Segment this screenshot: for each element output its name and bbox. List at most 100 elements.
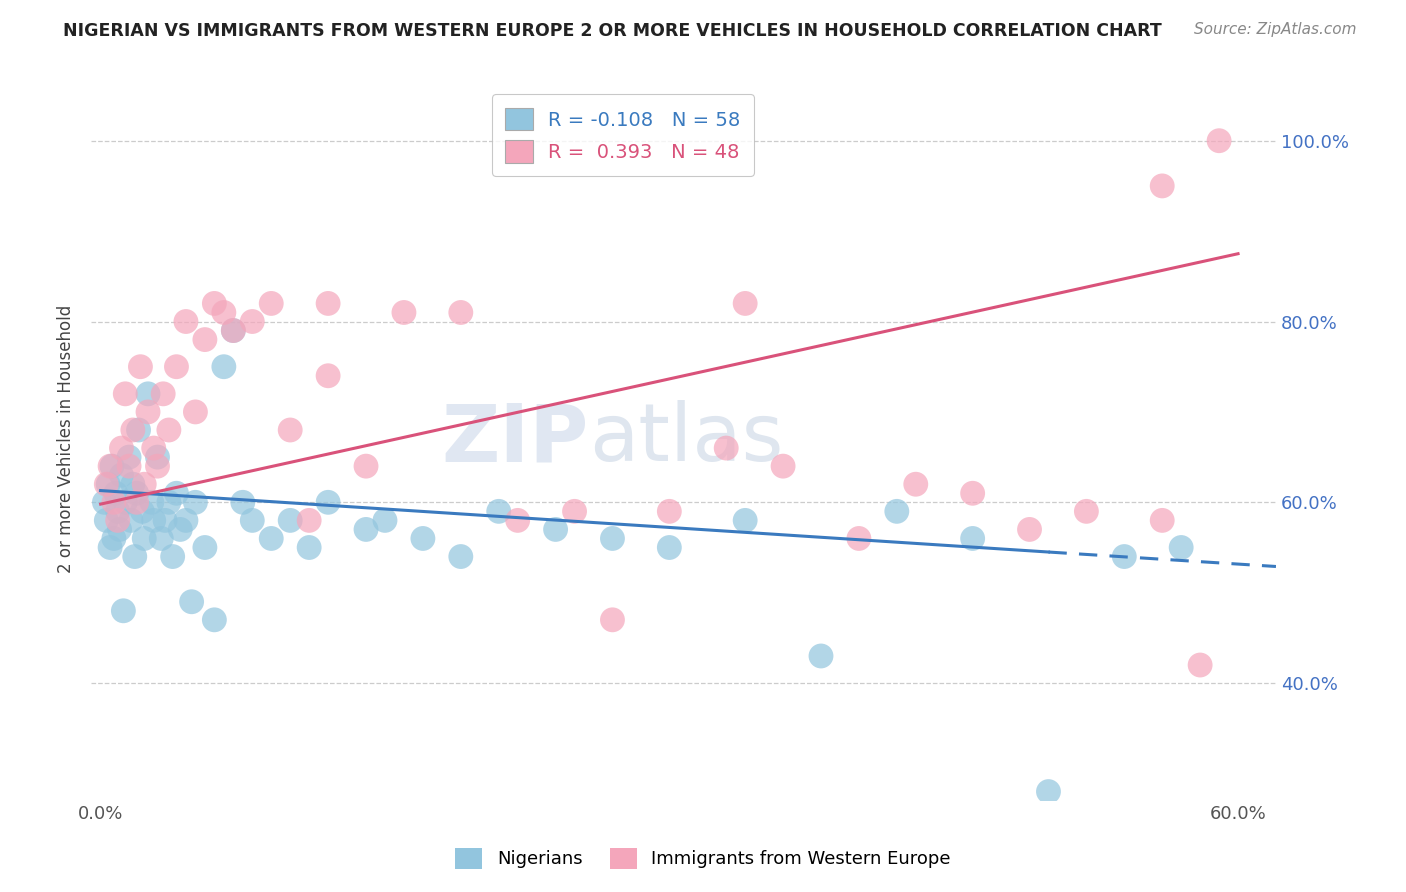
Point — [93, 495, 115, 509]
Point — [734, 513, 756, 527]
Point — [184, 405, 207, 419]
Point — [153, 513, 176, 527]
Point — [136, 387, 159, 401]
Point — [174, 513, 197, 527]
Point — [658, 541, 681, 555]
Point — [97, 477, 120, 491]
Point — [134, 477, 156, 491]
Point — [240, 513, 263, 527]
Point — [96, 477, 118, 491]
Point — [602, 532, 624, 546]
Point — [98, 541, 121, 555]
Point — [103, 532, 125, 546]
Point — [392, 305, 415, 319]
Point — [162, 549, 184, 564]
Point — [112, 604, 135, 618]
Point — [658, 504, 681, 518]
Point — [194, 541, 217, 555]
Point — [107, 504, 129, 518]
Point — [298, 541, 321, 555]
Point — [146, 450, 169, 464]
Point — [354, 459, 377, 474]
Point — [564, 504, 586, 518]
Point — [716, 441, 738, 455]
Point — [136, 405, 159, 419]
Point — [298, 513, 321, 527]
Point — [450, 549, 472, 564]
Point — [166, 359, 188, 374]
Point — [121, 423, 143, 437]
Point — [488, 504, 510, 518]
Point — [260, 296, 283, 310]
Point — [194, 333, 217, 347]
Point — [180, 595, 202, 609]
Legend: R = -0.108   N = 58, R =  0.393   N = 48: R = -0.108 N = 58, R = 0.393 N = 48 — [492, 95, 754, 177]
Point — [506, 513, 529, 527]
Point — [602, 613, 624, 627]
Point — [184, 495, 207, 509]
Point — [114, 387, 136, 401]
Point — [316, 368, 339, 383]
Point — [152, 387, 174, 401]
Point — [1152, 513, 1174, 527]
Point — [129, 359, 152, 374]
Point — [150, 532, 173, 546]
Point — [118, 459, 141, 474]
Point — [734, 296, 756, 310]
Point — [174, 314, 197, 328]
Point — [120, 513, 142, 527]
Point — [316, 296, 339, 310]
Point — [96, 513, 118, 527]
Point — [202, 613, 225, 627]
Point — [131, 504, 153, 518]
Point — [962, 532, 984, 546]
Point — [166, 486, 188, 500]
Point — [128, 423, 150, 437]
Point — [202, 296, 225, 310]
Point — [169, 523, 191, 537]
Point — [886, 504, 908, 518]
Point — [108, 523, 131, 537]
Point — [316, 495, 339, 509]
Point — [125, 486, 148, 500]
Point — [110, 441, 132, 455]
Point — [904, 477, 927, 491]
Point — [222, 324, 245, 338]
Point — [142, 441, 165, 455]
Point — [810, 648, 832, 663]
Text: NIGERIAN VS IMMIGRANTS FROM WESTERN EUROPE 2 OR MORE VEHICLES IN HOUSEHOLD CORRE: NIGERIAN VS IMMIGRANTS FROM WESTERN EURO… — [63, 22, 1161, 40]
Point — [278, 513, 301, 527]
Point — [848, 532, 870, 546]
Point — [114, 495, 136, 509]
Y-axis label: 2 or more Vehicles in Household: 2 or more Vehicles in Household — [58, 305, 75, 574]
Point — [222, 324, 245, 338]
Point — [157, 423, 180, 437]
Point — [141, 495, 163, 509]
Point — [212, 305, 235, 319]
Text: ZIP: ZIP — [441, 400, 589, 478]
Text: Source: ZipAtlas.com: Source: ZipAtlas.com — [1194, 22, 1357, 37]
Point — [125, 495, 148, 509]
Point — [1208, 134, 1230, 148]
Point — [374, 513, 396, 527]
Legend: Nigerians, Immigrants from Western Europe: Nigerians, Immigrants from Western Europ… — [449, 840, 957, 876]
Point — [121, 477, 143, 491]
Point — [962, 486, 984, 500]
Point — [157, 495, 180, 509]
Point — [1114, 549, 1136, 564]
Point — [104, 486, 127, 500]
Point — [134, 532, 156, 546]
Point — [772, 459, 794, 474]
Point — [260, 532, 283, 546]
Point — [118, 450, 141, 464]
Point — [1038, 784, 1060, 798]
Point — [103, 495, 125, 509]
Point — [1076, 504, 1098, 518]
Point — [1152, 178, 1174, 193]
Point — [1170, 541, 1192, 555]
Point — [146, 459, 169, 474]
Point — [101, 459, 124, 474]
Point — [107, 513, 129, 527]
Point — [212, 359, 235, 374]
Point — [1018, 523, 1040, 537]
